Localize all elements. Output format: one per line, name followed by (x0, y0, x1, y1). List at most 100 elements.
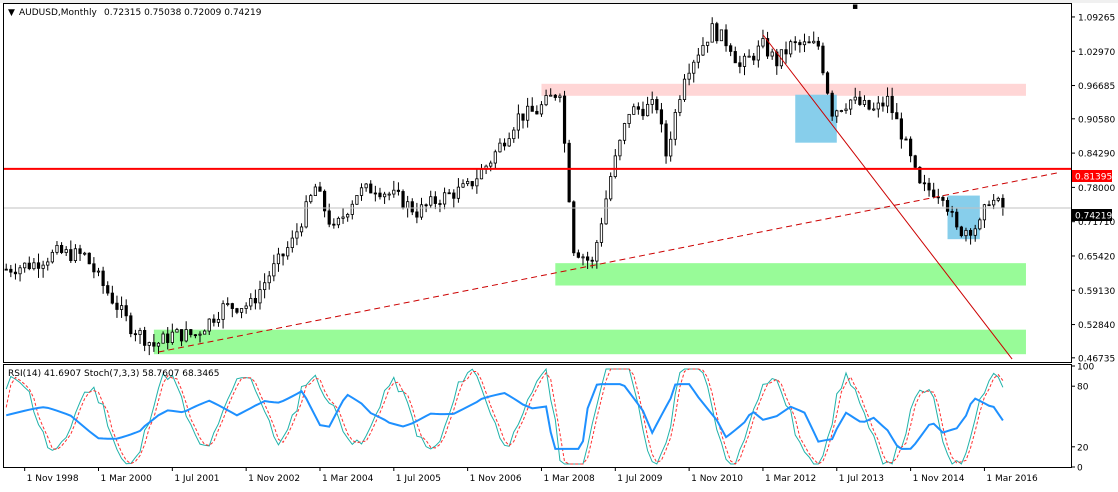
candle-body (332, 223, 336, 226)
candle-body (286, 247, 290, 257)
zone-2 (153, 329, 1026, 355)
candle-body (230, 303, 234, 309)
candle-body (18, 267, 22, 275)
candle-body (678, 99, 682, 113)
candle-body (263, 282, 267, 291)
indicator-panel-frame (3, 364, 1072, 468)
candle-body (438, 203, 442, 205)
candle-body (867, 100, 871, 110)
time-label-4: 1 Mar 2004 (322, 474, 374, 484)
candle-body (650, 99, 654, 105)
candle-body (664, 123, 668, 157)
candle-body (387, 193, 391, 196)
candle-body (655, 99, 659, 111)
indicator-axis: 100 80 20 0 (1071, 363, 1094, 474)
candle-body (673, 112, 677, 140)
candle-body (27, 262, 31, 270)
candle-body (812, 40, 816, 44)
candle-body (143, 330, 147, 346)
candle-body (396, 189, 401, 192)
candle-body (590, 259, 594, 262)
candle-body (719, 29, 724, 42)
candle-body (382, 193, 387, 198)
time-label-13: 1 Mar 2016 (986, 474, 1038, 484)
candle-body (798, 42, 802, 46)
candle-body (253, 297, 257, 304)
candle-body (429, 196, 433, 206)
candle-body (226, 303, 230, 305)
candle-body (784, 49, 788, 55)
candle-body (724, 29, 728, 47)
candle-body (115, 302, 119, 310)
candle-body (152, 342, 156, 347)
candle-body (955, 211, 959, 228)
candle-body (55, 244, 59, 253)
stoch-main-line (5, 367, 1004, 465)
candle-body (419, 204, 424, 218)
price-label-10: 0.46735 (1078, 354, 1115, 364)
candle-body (544, 95, 548, 106)
candle-body (535, 110, 539, 115)
candle-body (682, 78, 687, 100)
candle-body (78, 248, 82, 254)
candle-body (669, 138, 673, 157)
candle-body (973, 228, 977, 236)
window-control-icon[interactable]: ▪ (852, 2, 858, 12)
candle-body (853, 96, 857, 101)
candle-body (701, 45, 705, 56)
candle-body (821, 45, 825, 74)
candle-body (687, 72, 691, 80)
candle-body (336, 217, 341, 226)
candle-body (858, 96, 862, 105)
candle-body (885, 95, 890, 107)
candle-body (549, 94, 553, 97)
time-label-9: 1 Nov 2010 (691, 474, 743, 484)
candle-body (705, 41, 710, 46)
candle-body (729, 45, 733, 52)
candle-body (479, 168, 484, 180)
time-axis: 1 Nov 1998 1 Mar 2000 1 Jul 2001 1 Nov 2002… (24, 467, 1038, 484)
candle-body (539, 104, 544, 115)
candle-body (738, 62, 742, 67)
candle-body (913, 155, 917, 168)
candle-body (526, 105, 530, 121)
candle-body (521, 113, 525, 121)
candle-body (982, 204, 987, 221)
time-label-2: 1 Jul 2001 (174, 474, 219, 484)
candle-body (304, 201, 308, 228)
candle-body (618, 139, 622, 157)
current-price-tag-bg (1072, 209, 1112, 221)
candle-body (964, 229, 968, 237)
candle-body (581, 256, 585, 259)
candle-body (567, 142, 571, 203)
candle-body (235, 308, 239, 313)
candle-body (881, 102, 885, 107)
window-top-border (0, 0, 1118, 3)
chart-menu-icon[interactable]: ▼ (8, 8, 15, 18)
candle-body (992, 199, 996, 206)
candle-body (327, 210, 331, 225)
candle-body (816, 40, 820, 47)
highlight-box-0 (795, 94, 837, 143)
candle-body (378, 192, 382, 198)
rsi-line (5, 383, 1004, 450)
candle-body (216, 318, 221, 323)
candle-body (627, 113, 631, 124)
candle-body (507, 138, 511, 147)
candle-body (359, 187, 364, 196)
candle-body (373, 192, 377, 195)
candle-body (276, 253, 281, 265)
candle-body (207, 318, 211, 332)
candle-body (461, 183, 465, 188)
candle-body (742, 55, 747, 67)
candle-body (36, 262, 41, 269)
candle-body (318, 186, 322, 192)
candle-body (572, 201, 576, 254)
candle-body (553, 94, 557, 98)
candle-body (562, 95, 567, 144)
candle-body (106, 285, 110, 294)
candle-body (872, 108, 876, 111)
candle-body (862, 100, 867, 105)
candle-body (170, 331, 174, 343)
